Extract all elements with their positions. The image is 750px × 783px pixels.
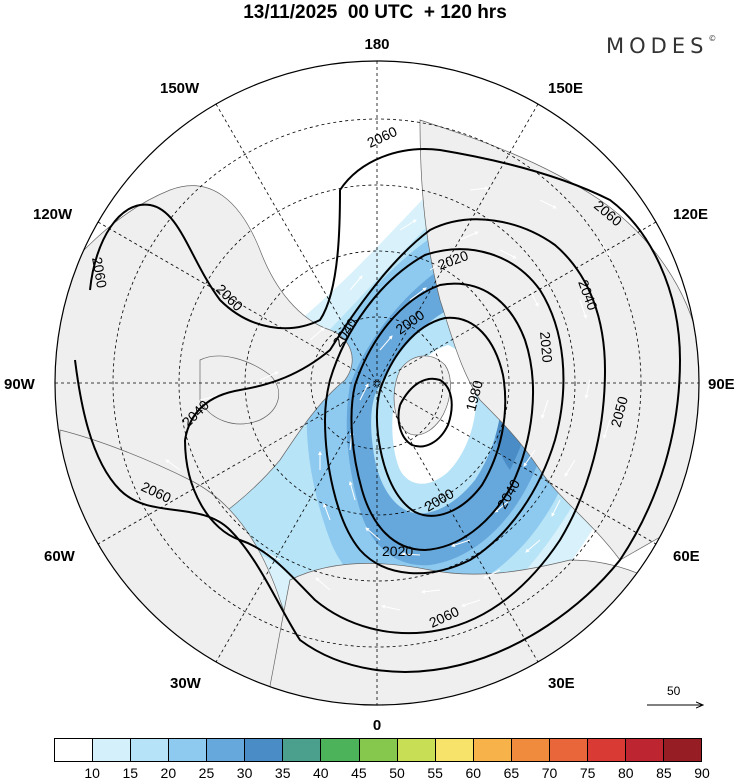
graticule: [55, 61, 699, 705]
colorbar-swatch: [473, 739, 512, 761]
wind-vectors: [165, 186, 611, 611]
colorbar-swatch: [207, 739, 246, 761]
contour-label: 2020: [382, 543, 413, 559]
colorbar-tick-label: 15: [122, 765, 139, 781]
colorbar-swatch: [321, 739, 360, 761]
map-disk: 2060 2060 2060 2060 2060 2060 2040 2040 …: [55, 61, 699, 705]
colorbar-tick-label: 45: [351, 765, 367, 781]
colorbar-tick-label: 35: [274, 765, 291, 781]
colorbar-swatch: [131, 739, 170, 761]
colorbar-tick-label: 80: [617, 765, 634, 781]
geopotential-contours: [74, 148, 682, 673]
colorbar-swatch: [587, 739, 626, 761]
colorbar-tick-label: 70: [541, 765, 558, 781]
contour-label: 2060: [89, 256, 110, 290]
registered-mark-icon: ©: [708, 34, 717, 43]
colorbar-tick-label: 90: [694, 765, 710, 781]
colorbar-swatch: [549, 739, 588, 761]
colorbar-tick-label: 85: [656, 765, 672, 781]
colorbar-tick-label: 20: [160, 765, 177, 781]
colorbar-tick-label: 25: [198, 765, 215, 781]
lon-label-0: 0: [373, 717, 381, 734]
brand-text: MODES: [606, 34, 709, 58]
brand-logo: MODES©: [606, 34, 716, 58]
colorbar-tick-label: 30: [236, 765, 253, 781]
colorbar-swatch: [55, 739, 94, 761]
contour-label: 2020: [537, 331, 556, 364]
lon-label-180: 180: [364, 36, 389, 53]
colorbar-labels: 10 15 20 25 30 35 40 45 50 55 60 65 70 75 80 85 90: [0, 765, 750, 783]
map-title: 13/11/2025 00 UTC + 120 hrs: [243, 2, 507, 23]
reference-arrow-icon: [647, 684, 705, 714]
lon-label-30w: 30W: [170, 675, 202, 692]
lon-label-60w: 60W: [44, 548, 76, 565]
colorbar-tick-label: 40: [313, 765, 329, 781]
colorbar-tick-label: 50: [389, 765, 405, 781]
colorbar-swatch: [359, 739, 398, 761]
lon-label-60e: 60E: [673, 548, 700, 565]
colorbar-swatch: [93, 739, 132, 761]
colorbar-swatch: [435, 739, 474, 761]
colorbar-tick-label: 75: [579, 765, 596, 781]
lon-label-90w: 90W: [4, 376, 36, 393]
colorbar-swatch: [625, 739, 664, 761]
lon-label-120e: 120E: [673, 206, 708, 223]
map-border: [54, 60, 700, 706]
colorbar-swatch: [245, 739, 284, 761]
colorbar-swatch: [169, 739, 208, 761]
lon-label-150e: 150E: [548, 80, 583, 97]
reference-vector: 50: [645, 684, 705, 714]
contour-label: 1980: [462, 378, 486, 412]
colorbar-tick-label: 10: [84, 765, 100, 781]
colorbar: [54, 738, 702, 762]
lon-label-120w: 120W: [33, 206, 73, 223]
colorbar-swatch: [511, 739, 550, 761]
lon-label-90e: 90E: [708, 376, 735, 393]
polar-map: 2060 2060 2060 2060 2060 2060 2040 2040 …: [4, 36, 735, 734]
colorbar-tick-label: 60: [465, 765, 482, 781]
colorbar-swatch: [664, 739, 702, 761]
colorbar-swatch: [283, 739, 322, 761]
colorbar-swatch: [397, 739, 436, 761]
colorbar-tick-label: 55: [427, 765, 443, 781]
lon-label-30e: 30E: [548, 675, 575, 692]
colorbar-tick-label: 65: [503, 765, 520, 781]
reference-vector-label: 50: [667, 684, 681, 698]
lon-label-150w: 150W: [160, 80, 200, 97]
longitude-labels: 180 0 90W 90E 150W 150E 120W 120E 60W 60…: [4, 36, 735, 734]
contour-label: 2050: [607, 394, 631, 428]
